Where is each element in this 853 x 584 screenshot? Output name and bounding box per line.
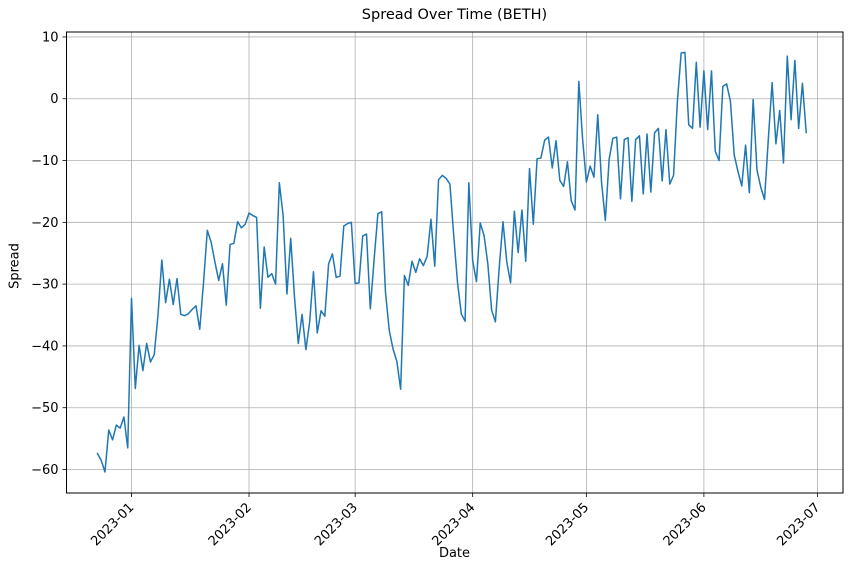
series-line-spread: [96, 51, 807, 473]
y-tick-label: −40: [31, 339, 58, 354]
x-tick-label: 2023-03: [312, 500, 361, 549]
x-tick-label: 2023-02: [206, 500, 255, 549]
x-tick-label: 2023-06: [661, 500, 710, 549]
y-axis-label: Spread: [7, 243, 23, 289]
y-tick-label: −50: [31, 401, 58, 416]
y-tick-label: −20: [31, 216, 58, 231]
y-tick-label: 0: [50, 92, 58, 107]
x-tick-label: 2023-05: [543, 500, 592, 549]
y-tick-label: −30: [31, 278, 58, 293]
x-tick-label: 2023-07: [774, 500, 823, 549]
y-tick-label: −60: [31, 463, 58, 478]
y-tick-label: 10: [42, 30, 59, 45]
chart-title: Spread Over Time (BETH): [361, 7, 548, 23]
x-tick-label: 2023-01: [88, 500, 137, 549]
y-tick-label: −10: [31, 154, 58, 169]
x-axis-label: Date: [438, 546, 471, 561]
x-tick-label: 2023-04: [429, 500, 478, 549]
axes-border: [66, 31, 844, 494]
